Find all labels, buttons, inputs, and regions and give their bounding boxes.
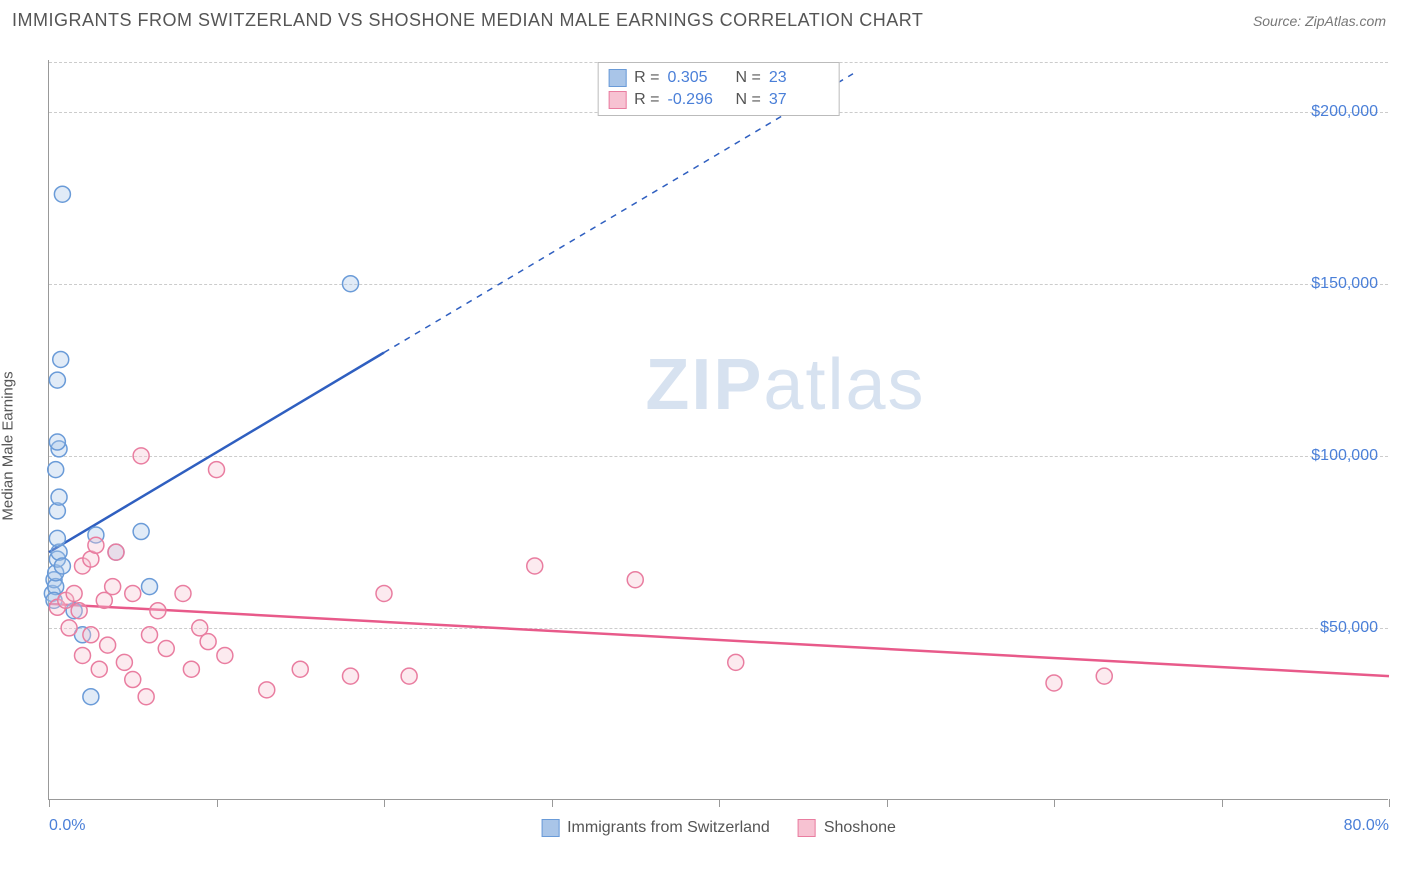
data-point bbox=[61, 620, 77, 636]
n-value: 23 bbox=[769, 69, 829, 87]
x-tick bbox=[719, 799, 720, 807]
data-point bbox=[108, 544, 124, 560]
y-axis-label: Median Male Earnings bbox=[0, 371, 17, 520]
x-tick bbox=[887, 799, 888, 807]
x-tick bbox=[1222, 799, 1223, 807]
source-label: Source: ZipAtlas.com bbox=[1253, 13, 1386, 29]
data-point bbox=[51, 489, 67, 505]
data-point bbox=[88, 537, 104, 553]
x-tick bbox=[552, 799, 553, 807]
data-point bbox=[49, 372, 65, 388]
data-point bbox=[259, 682, 275, 698]
data-point bbox=[142, 627, 158, 643]
n-value: 37 bbox=[769, 91, 829, 109]
data-point bbox=[83, 689, 99, 705]
data-point bbox=[71, 603, 87, 619]
data-point bbox=[49, 530, 65, 546]
data-point bbox=[54, 186, 70, 202]
data-point bbox=[116, 654, 132, 670]
data-point bbox=[125, 672, 141, 688]
data-point bbox=[292, 661, 308, 677]
data-point bbox=[133, 448, 149, 464]
trend-line bbox=[49, 353, 384, 553]
data-point bbox=[343, 668, 359, 684]
swatch-icon bbox=[608, 91, 626, 109]
r-value: 0.305 bbox=[668, 69, 728, 87]
data-point bbox=[527, 558, 543, 574]
data-point bbox=[105, 579, 121, 595]
data-point bbox=[75, 647, 91, 663]
data-point bbox=[83, 627, 99, 643]
data-point bbox=[209, 462, 225, 478]
data-point bbox=[66, 585, 82, 601]
data-point bbox=[91, 661, 107, 677]
scatter-svg bbox=[49, 60, 1388, 799]
x-tick bbox=[384, 799, 385, 807]
swatch-icon bbox=[798, 819, 816, 837]
x-tick bbox=[217, 799, 218, 807]
data-point bbox=[54, 558, 70, 574]
data-point bbox=[200, 634, 216, 650]
data-point bbox=[1096, 668, 1112, 684]
data-point bbox=[133, 524, 149, 540]
x-tick bbox=[49, 799, 50, 807]
data-point bbox=[376, 585, 392, 601]
data-point bbox=[217, 647, 233, 663]
data-point bbox=[728, 654, 744, 670]
data-point bbox=[138, 689, 154, 705]
chart-title: IMMIGRANTS FROM SWITZERLAND VS SHOSHONE … bbox=[12, 10, 923, 31]
correlation-legend: R = 0.305 N = 23 R = -0.296 N = 37 bbox=[597, 62, 840, 116]
data-point bbox=[175, 585, 191, 601]
x-tick bbox=[1054, 799, 1055, 807]
plot-area: ZIPatlas $50,000$100,000$150,000$200,000… bbox=[48, 60, 1388, 800]
data-point bbox=[183, 661, 199, 677]
data-point bbox=[125, 585, 141, 601]
swatch-icon bbox=[608, 69, 626, 87]
legend-row-series-2: R = -0.296 N = 37 bbox=[608, 89, 829, 111]
data-point bbox=[48, 462, 64, 478]
data-point bbox=[142, 579, 158, 595]
data-point bbox=[49, 434, 65, 450]
x-tick bbox=[1389, 799, 1390, 807]
legend-item: Shoshone bbox=[798, 819, 896, 837]
data-point bbox=[100, 637, 116, 653]
data-point bbox=[150, 603, 166, 619]
x-tick-label: 0.0% bbox=[49, 817, 85, 835]
series-legend: Immigrants from Switzerland Shoshone bbox=[541, 819, 896, 837]
r-value: -0.296 bbox=[668, 91, 728, 109]
legend-item: Immigrants from Switzerland bbox=[541, 819, 770, 837]
trend-line bbox=[49, 604, 1389, 676]
data-point bbox=[627, 572, 643, 588]
data-point bbox=[53, 351, 69, 367]
data-point bbox=[158, 641, 174, 657]
data-point bbox=[1046, 675, 1062, 691]
legend-row-series-1: R = 0.305 N = 23 bbox=[608, 67, 829, 89]
data-point bbox=[401, 668, 417, 684]
x-tick-label: 80.0% bbox=[1344, 817, 1389, 835]
data-point bbox=[343, 276, 359, 292]
swatch-icon bbox=[541, 819, 559, 837]
